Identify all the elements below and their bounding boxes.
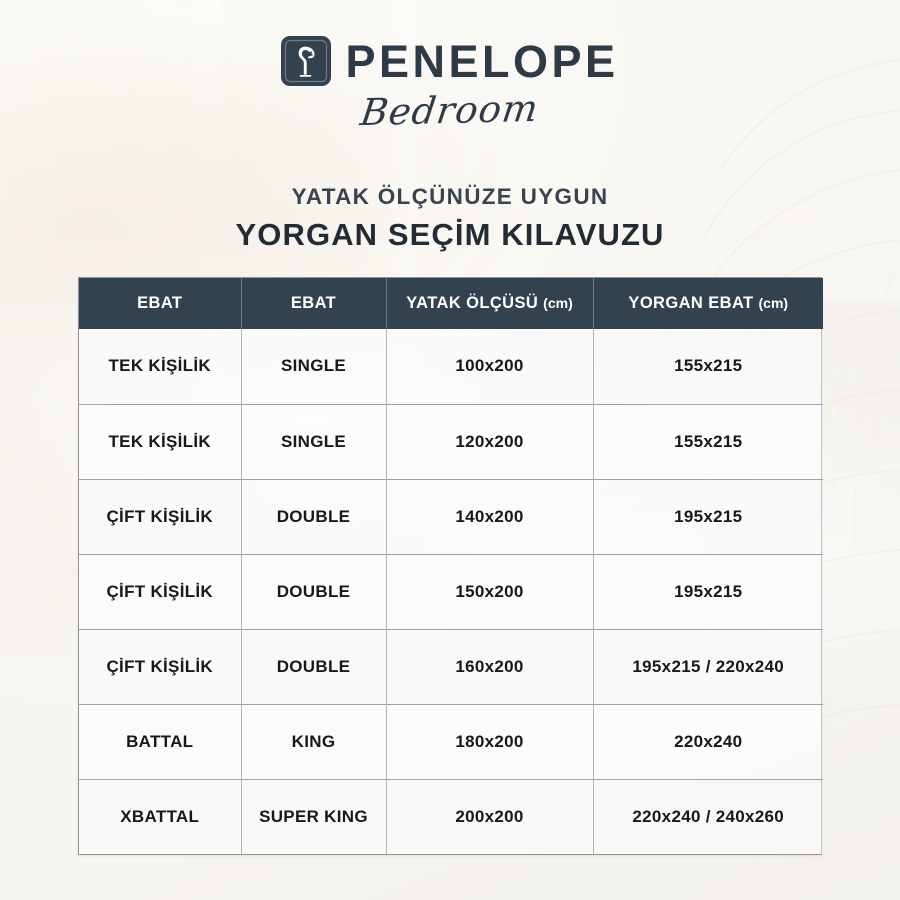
brand-row: PENELOPE bbox=[281, 36, 618, 86]
cell-bed-size: 100x200 bbox=[386, 329, 594, 404]
cell-size-en: KING bbox=[241, 703, 387, 779]
table-row: ÇİFT KİŞİLİK DOUBLE 150x200 195x215 bbox=[79, 553, 823, 629]
cell-duvet-size: 195x215 bbox=[593, 478, 823, 554]
cell-duvet-size: 195x215 / 220x240 bbox=[593, 628, 823, 704]
brand-header: PENELOPE Bedroom bbox=[0, 36, 900, 134]
column-header-size-en: EBAT bbox=[241, 278, 387, 329]
table-header-row: EBAT EBAT YATAK ÖLÇÜSÜ (cm) YORGAN EBAT … bbox=[79, 278, 823, 329]
cell-bed-size: 150x200 bbox=[386, 553, 594, 629]
column-header-duvet-size: YORGAN EBAT (cm) bbox=[593, 278, 823, 329]
column-header-unit: (cm) bbox=[758, 295, 789, 311]
cell-bed-size: 140x200 bbox=[386, 478, 594, 554]
cell-bed-size: 160x200 bbox=[386, 628, 594, 704]
cell-duvet-size: 220x240 bbox=[593, 703, 823, 779]
cell-size-tr: ÇİFT KİŞİLİK bbox=[79, 553, 242, 629]
cell-size-tr: TEK KİŞİLİK bbox=[79, 329, 242, 404]
table-row: ÇİFT KİŞİLİK DOUBLE 160x200 195x215 / 22… bbox=[79, 628, 823, 704]
cell-size-tr: XBATTAL bbox=[79, 778, 242, 854]
table-row: XBATTAL SUPER KING 200x200 220x240 / 240… bbox=[79, 778, 823, 854]
page-title: YORGAN SEÇİM KILAVUZU bbox=[235, 217, 665, 252]
cell-size-en: DOUBLE bbox=[241, 628, 387, 704]
table-row: TEK KİŞİLİK SINGLE 100x200 155x215 bbox=[79, 329, 823, 404]
cell-size-tr: ÇİFT KİŞİLİK bbox=[79, 478, 242, 554]
cell-size-en: SINGLE bbox=[241, 403, 387, 479]
column-header-label: YORGAN EBAT bbox=[628, 294, 754, 312]
column-header-unit: (cm) bbox=[543, 295, 573, 311]
table-row: ÇİFT KİŞİLİK DOUBLE 140x200 195x215 bbox=[79, 478, 823, 554]
cell-duvet-size: 220x240 / 240x260 bbox=[593, 778, 823, 854]
poster-subtitle: YATAK ÖLÇÜNÜZE UYGUN bbox=[291, 184, 609, 209]
column-header-label: EBAT bbox=[137, 294, 183, 312]
cell-size-tr: ÇİFT KİŞİLİK bbox=[79, 628, 242, 704]
brand-name: PENELOPE bbox=[345, 35, 619, 87]
cell-bed-size: 200x200 bbox=[386, 778, 594, 854]
cell-size-en: SINGLE bbox=[241, 329, 387, 404]
cell-size-en: SUPER KING bbox=[241, 778, 387, 854]
cell-duvet-size: 195x215 bbox=[593, 553, 823, 629]
goose-logo-icon bbox=[281, 36, 332, 86]
cell-size-en: DOUBLE bbox=[241, 553, 387, 629]
column-header-label: YATAK ÖLÇÜSÜ bbox=[406, 294, 539, 312]
cell-duvet-size: 155x215 bbox=[593, 329, 823, 404]
cell-size-tr: TEK KİŞİLİK bbox=[79, 403, 242, 479]
cell-bed-size: 180x200 bbox=[386, 703, 594, 779]
column-header-size-tr: EBAT bbox=[79, 278, 242, 329]
table-body: TEK KİŞİLİK SINGLE 100x200 155x215 TEK K… bbox=[79, 329, 823, 854]
poster-titles: YATAK ÖLÇÜNÜZE UYGUN YORGAN SEÇİM KILAVU… bbox=[0, 183, 900, 253]
cell-size-en: DOUBLE bbox=[241, 478, 387, 554]
cell-size-tr: BATTAL bbox=[79, 703, 242, 779]
size-guide-table: EBAT EBAT YATAK ÖLÇÜSÜ (cm) YORGAN EBAT … bbox=[78, 277, 823, 855]
cell-bed-size: 120x200 bbox=[386, 403, 594, 479]
column-header-label: EBAT bbox=[290, 294, 337, 312]
cell-duvet-size: 155x215 bbox=[593, 403, 823, 479]
column-header-bed-size: YATAK ÖLÇÜSÜ (cm) bbox=[386, 278, 594, 329]
table-row: TEK KİŞİLİK SINGLE 120x200 155x215 bbox=[79, 403, 823, 479]
table-row: BATTAL KING 180x200 220x240 bbox=[79, 703, 823, 779]
brand-tagline: Bedroom bbox=[358, 86, 542, 135]
